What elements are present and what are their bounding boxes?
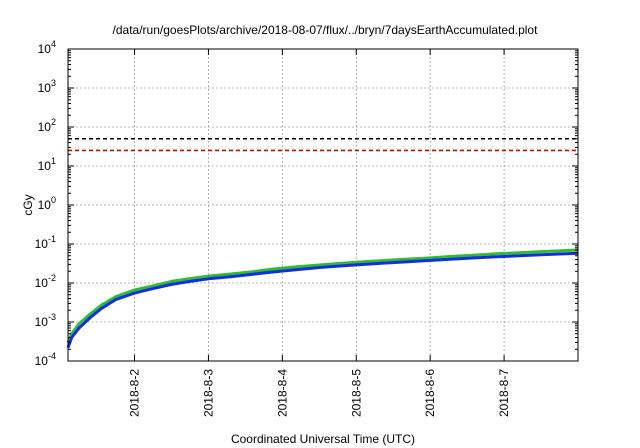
grid (68, 49, 578, 361)
x-tick-label: 2018-8-4 (275, 369, 289, 417)
x-axis-label: Coordinated Universal Time (UTC) (231, 432, 415, 446)
x-tick-label: 2018-8-5 (349, 369, 363, 417)
y-tick-label: 10-1 (35, 234, 56, 251)
x-tick-label: 2018-8-3 (201, 369, 215, 417)
y-tick-labels: 10-4 10-3 10-2 10-1 100 101 102 103 104 (35, 39, 56, 368)
y-tick-label: 10-3 (35, 312, 56, 329)
series-line (66, 248, 579, 343)
y-tick-label: 103 (38, 78, 56, 95)
y-tick-label: 10-4 (35, 351, 56, 368)
y-axis-label: cGy (21, 194, 35, 215)
y-tick-label: 101 (38, 156, 56, 173)
threshold-lines (68, 137, 578, 152)
x-tick-labels: 2018-8-2 2018-8-3 2018-8-4 2018-8-5 2018-8-6… (128, 369, 512, 417)
series-line (66, 251, 579, 349)
y-tick-label: 104 (38, 39, 56, 56)
y-tick-label: 10-2 (35, 273, 56, 290)
axis-ticks (68, 48, 578, 362)
series-lines (66, 248, 579, 349)
x-tick-label: 2018-8-2 (128, 369, 142, 417)
y-tick-label: 100 (38, 195, 56, 212)
y-tick-label: 102 (38, 117, 56, 134)
x-tick-label: 2018-8-7 (497, 369, 511, 417)
x-tick-label: 2018-8-6 (423, 369, 437, 417)
chart-title: /data/run/goesPlots/archive/2018-08-07/f… (113, 23, 539, 37)
